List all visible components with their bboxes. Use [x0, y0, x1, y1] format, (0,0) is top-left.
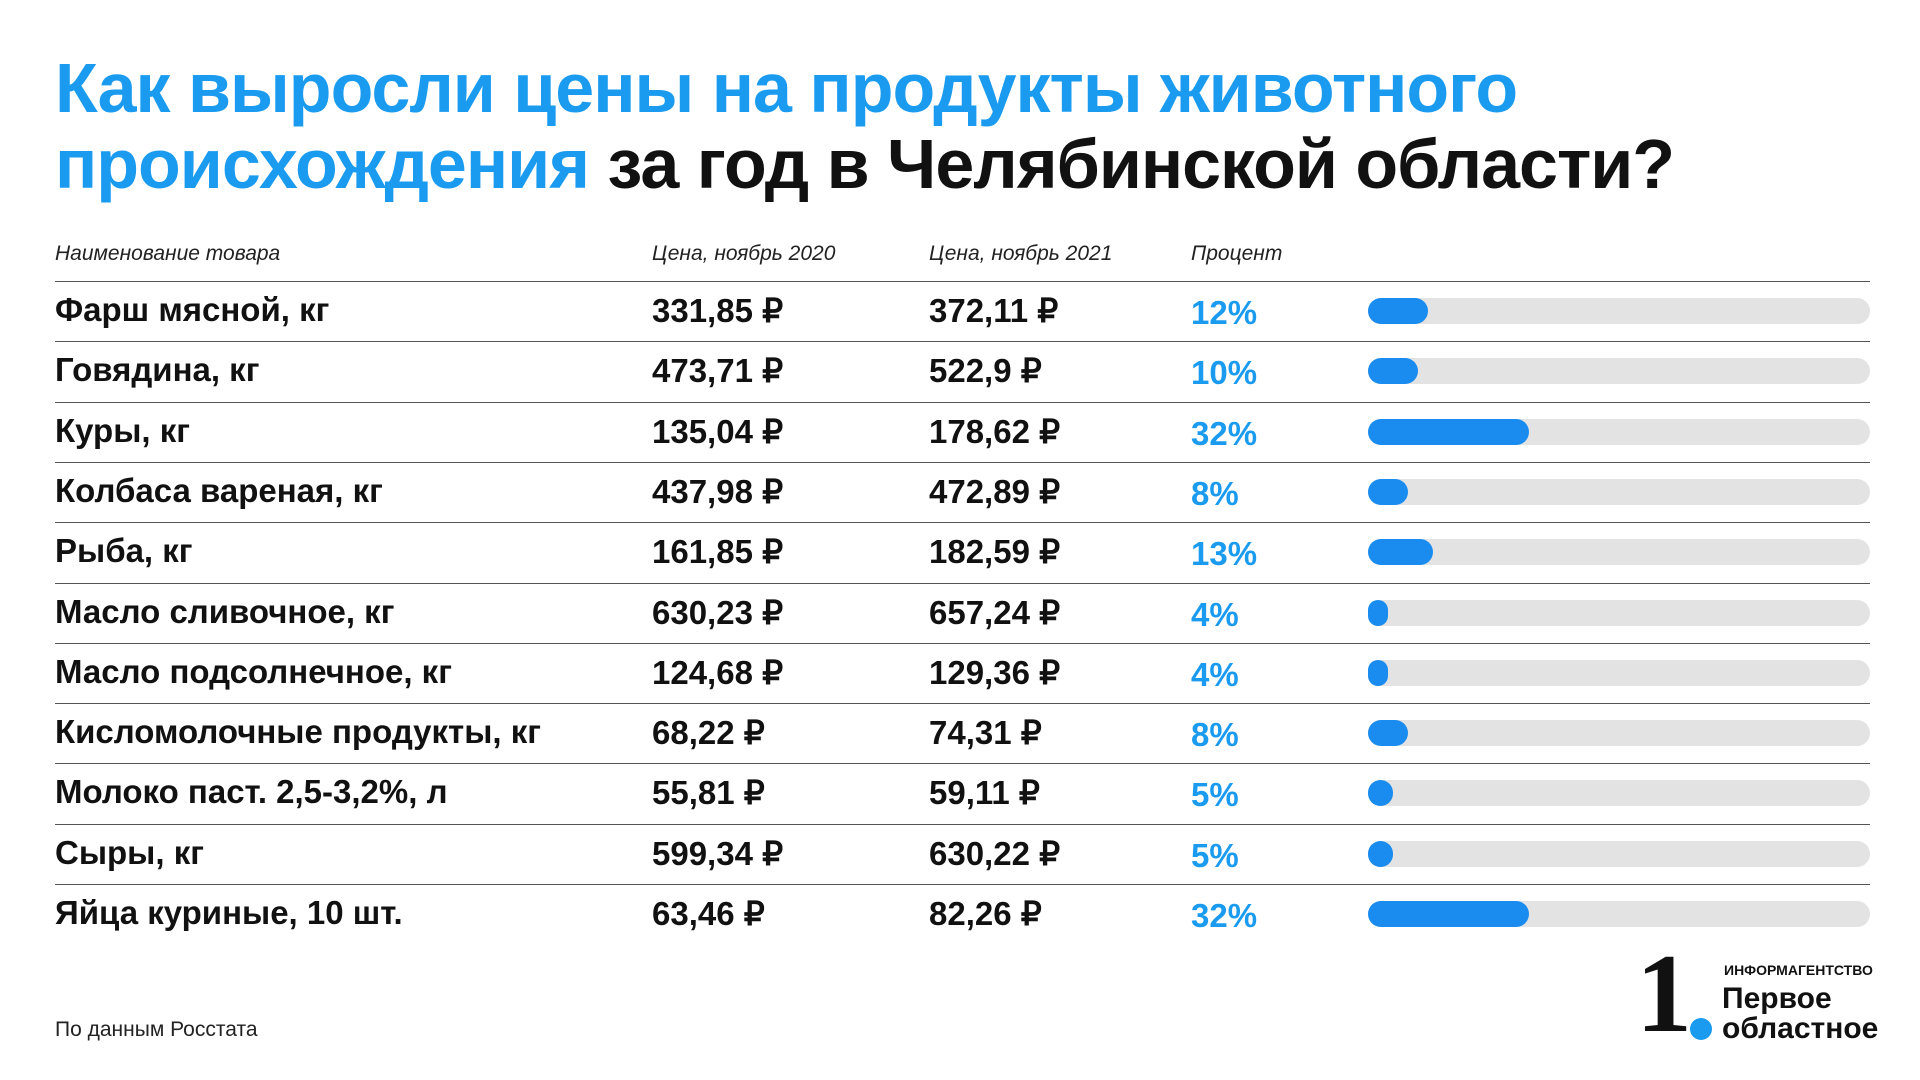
product-name: Масло сливочное, кг — [55, 592, 395, 630]
title-line: происхождения за год в Челябинской облас… — [55, 124, 1675, 204]
row-rule — [55, 341, 1870, 343]
product-name: Куры, кг — [55, 411, 190, 449]
percent: 12% — [1191, 294, 1258, 331]
product-name: Колбаса вареная, кг — [55, 471, 383, 509]
bar — [1368, 358, 1419, 385]
percent: 4% — [1191, 655, 1239, 693]
product-name: Сыры, кг — [55, 833, 204, 871]
bar-track — [1368, 720, 1870, 747]
price: 82,26 ₽ — [929, 895, 1042, 932]
bar-track — [1368, 599, 1870, 626]
column-header: Цена, ноябрь 2021 — [929, 242, 1113, 265]
product-name: Яйца куриные, 10 шт. — [55, 894, 403, 931]
percent: 5% — [1191, 776, 1239, 814]
row-rule — [55, 461, 1870, 463]
price: 68,22 ₽ — [652, 714, 765, 752]
price: 657,24 ₽ — [929, 593, 1061, 631]
percent: 32% — [1191, 897, 1258, 934]
price: 59,11 ₽ — [929, 774, 1040, 812]
bar-track — [1368, 840, 1870, 867]
price: 178,62 ₽ — [929, 412, 1061, 450]
bar-track — [1368, 298, 1870, 324]
price: 472,89 ₽ — [929, 472, 1061, 510]
title-highlight: происхождения — [55, 125, 590, 203]
bar — [1368, 901, 1529, 927]
product-name: Говядина, кг — [55, 351, 260, 389]
percent: 32% — [1191, 414, 1258, 452]
bar-track — [1368, 539, 1870, 566]
price: 63,46 ₽ — [652, 895, 765, 932]
bar — [1368, 720, 1409, 747]
price: 135,04 ₽ — [652, 412, 784, 450]
percent: 10% — [1191, 354, 1258, 392]
price: 630,22 ₽ — [929, 834, 1061, 872]
row-rule — [55, 401, 1870, 403]
bar-track — [1368, 478, 1870, 505]
price: 129,36 ₽ — [929, 653, 1061, 691]
title-text: за год в Челябинской области? — [607, 125, 1675, 203]
price: 331,85 ₽ — [652, 292, 784, 329]
title-line: Как выросли цены на продукты животного — [55, 48, 1518, 128]
column-header: Цена, ноябрь 2020 — [652, 242, 836, 265]
price: 74,31 ₽ — [929, 714, 1042, 752]
percent: 4% — [1191, 595, 1239, 633]
product-name: Кисломолочные продукты, кг — [55, 713, 541, 751]
row-rule — [55, 582, 1870, 584]
bar-track — [1368, 780, 1870, 807]
price: 599,34 ₽ — [652, 834, 784, 872]
price: 473,71 ₽ — [652, 352, 784, 390]
row-rule — [55, 703, 1870, 705]
bar — [1368, 298, 1429, 324]
row-rule — [55, 281, 1870, 282]
column-header: Наименование товара — [55, 242, 281, 265]
logo-dot — [1690, 1018, 1712, 1040]
bar-track — [1368, 659, 1870, 686]
title-highlight: Как выросли цены на продукты животного — [55, 49, 1518, 127]
price: 630,23 ₽ — [652, 593, 784, 631]
product-name: Рыба, кг — [55, 532, 193, 570]
bar-track — [1368, 358, 1870, 385]
logo-caption: ИНФОРМАГЕНТСТВО — [1724, 962, 1873, 978]
price: 182,59 ₽ — [929, 533, 1061, 571]
bar — [1368, 840, 1394, 867]
row-rule — [55, 763, 1870, 765]
price: 55,81 ₽ — [652, 774, 765, 812]
percent: 5% — [1191, 836, 1239, 874]
bar — [1368, 780, 1394, 807]
bar — [1368, 659, 1389, 686]
bar — [1368, 539, 1434, 566]
logo-mark: 1 — [1636, 932, 1692, 1056]
percent: 13% — [1191, 535, 1258, 573]
column-header: Процент — [1191, 242, 1283, 265]
logo-name: областное — [1722, 1012, 1879, 1045]
bar — [1368, 478, 1409, 505]
row-rule — [55, 642, 1870, 644]
percent: 8% — [1191, 716, 1239, 754]
bar — [1368, 418, 1529, 445]
percent: 8% — [1191, 474, 1239, 512]
price: 372,11 ₽ — [929, 292, 1059, 329]
row-rule — [55, 823, 1870, 825]
price: 522,9 ₽ — [929, 352, 1042, 390]
price: 124,68 ₽ — [652, 653, 784, 691]
bar — [1368, 599, 1389, 626]
row-rule — [55, 522, 1870, 524]
price: 161,85 ₽ — [652, 533, 784, 571]
product-name: Молоко паст. 2,5-3,2%, л — [55, 773, 448, 811]
source: По данным Росстата — [55, 1018, 258, 1041]
row-rule — [55, 884, 1870, 885]
logo-name: Первое — [1722, 982, 1832, 1015]
product-name: Масло подсолнечное, кг — [55, 652, 452, 690]
product-name: Фарш мясной, кг — [55, 291, 330, 328]
price: 437,98 ₽ — [652, 472, 784, 510]
